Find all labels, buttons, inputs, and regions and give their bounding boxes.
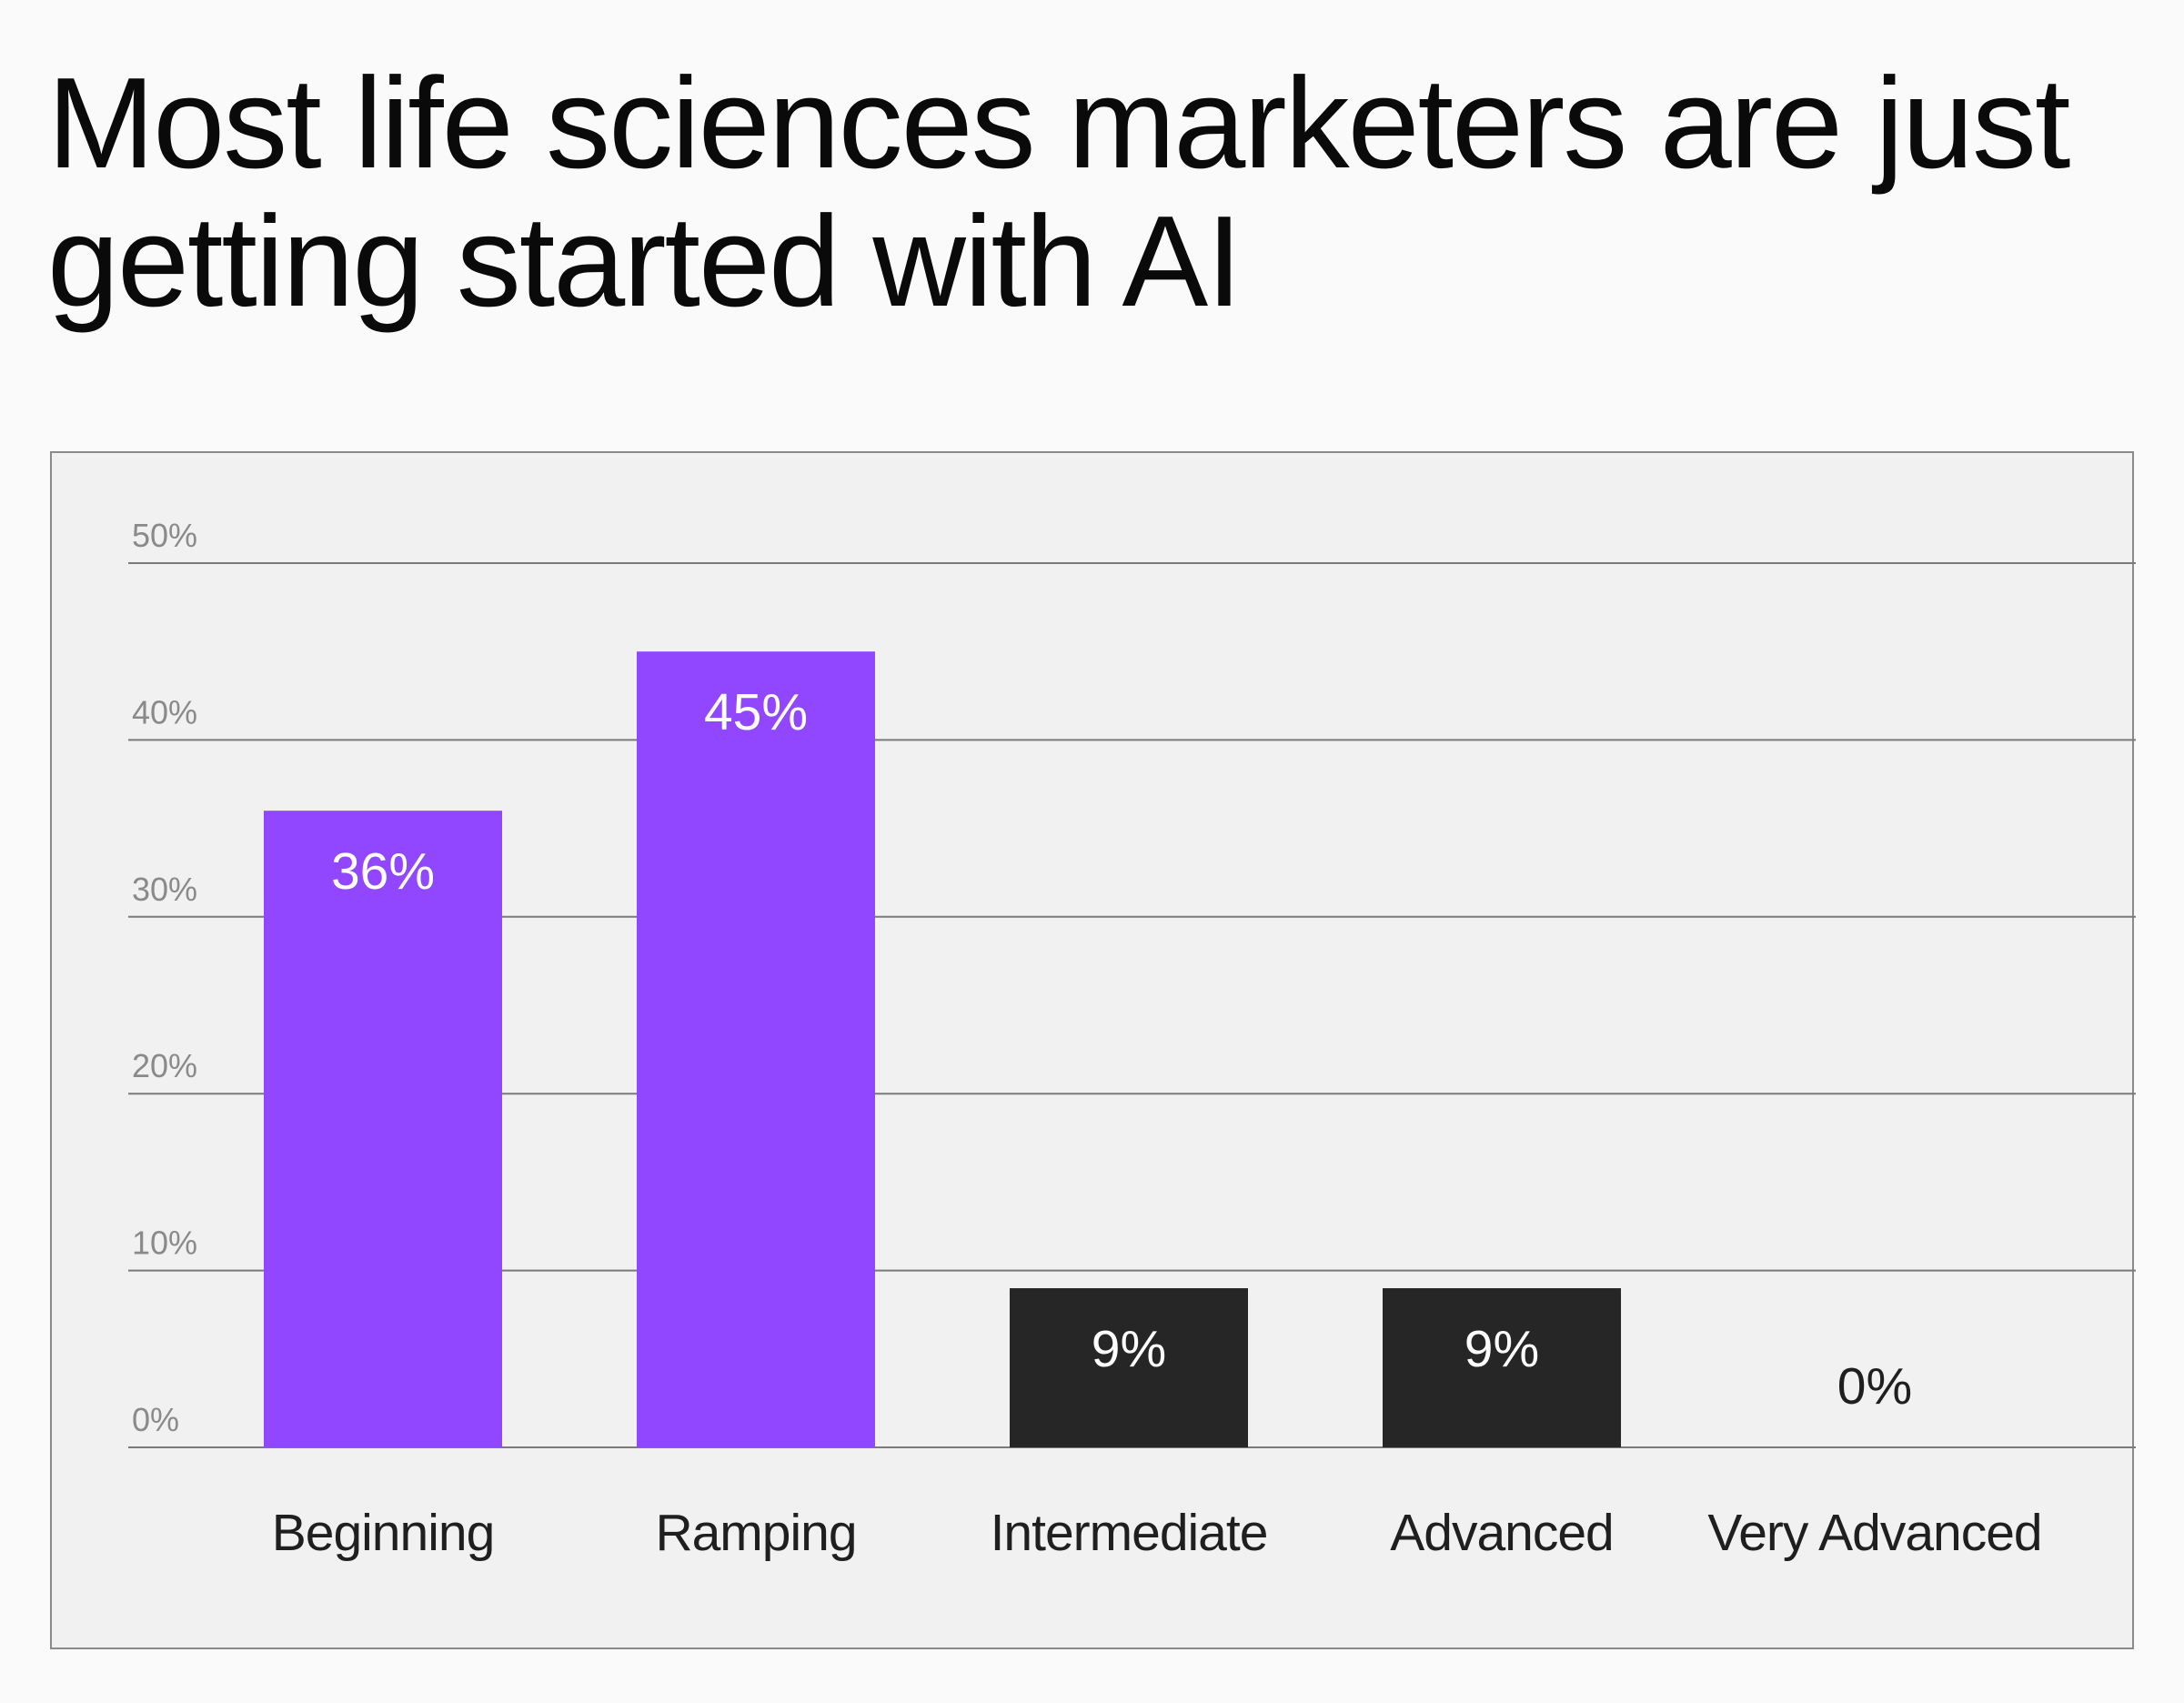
bar (1010, 1288, 1248, 1447)
labels: 0% 10% 20% 30% 40% 50% 36% Beginning 45% Ramping 9… (132, 517, 2043, 1562)
y-tick-label: 40% (132, 693, 197, 731)
data-label: 45% (704, 683, 808, 741)
y-tick-label: 10% (132, 1224, 197, 1262)
bar (1383, 1288, 1621, 1447)
x-category-label: Very Advanced (1707, 1504, 2041, 1562)
bar (637, 651, 875, 1447)
y-tick-label: 20% (132, 1047, 197, 1084)
x-category-label: Intermediate (991, 1504, 1268, 1562)
bar-chart: 0% 10% 20% 30% 40% 50% 36% Beginning 45% Ramping 9… (128, 517, 2136, 1562)
bar (264, 811, 502, 1447)
y-tick-label: 30% (132, 871, 197, 908)
data-label: 9% (1464, 1320, 1539, 1378)
y-tick-label: 0% (132, 1401, 179, 1438)
x-category-label: Advanced (1390, 1504, 1614, 1562)
bars (264, 651, 1621, 1447)
chart-title: Most life sciences marketers are just ge… (47, 51, 2070, 334)
y-tick-label: 50% (132, 517, 197, 554)
data-label: 36% (331, 842, 435, 901)
data-label: 9% (1092, 1320, 1166, 1378)
data-label: 0% (1837, 1357, 1912, 1416)
x-category-label: Beginning (272, 1504, 495, 1562)
chart-panel: 0% 10% 20% 30% 40% 50% 36% Beginning 45% Ramping 9… (50, 451, 2136, 1649)
x-category-label: Ramping (655, 1504, 856, 1562)
